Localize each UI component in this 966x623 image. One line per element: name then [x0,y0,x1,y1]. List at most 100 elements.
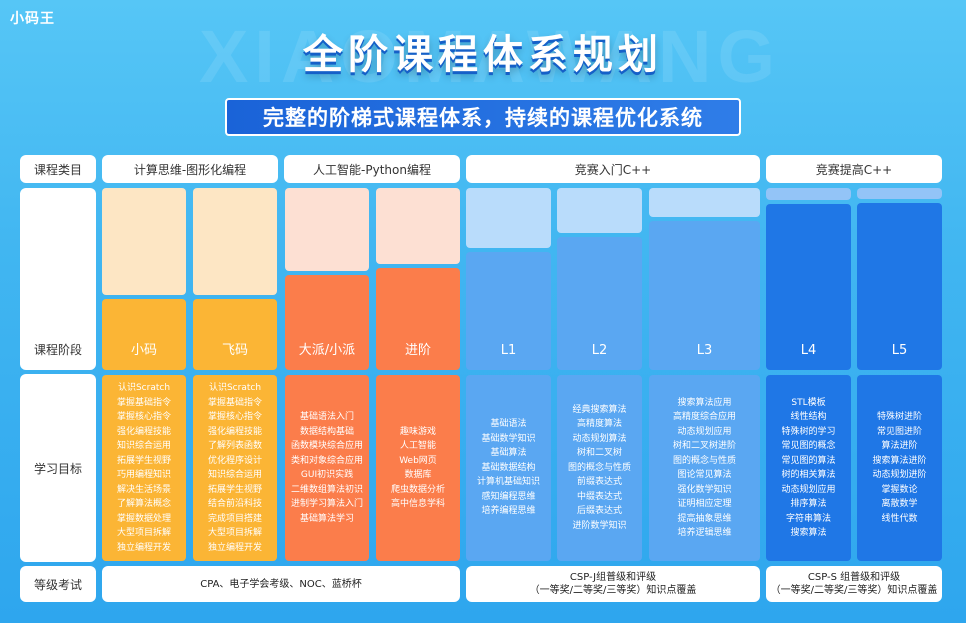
exam-csp-s: CSP-S 组普级和评级 （一等奖/二等奖/三等奖）知识点覆盖 [766,566,942,602]
goal-item: 动态规划应用 [781,484,836,495]
goal-item: 强化编程技能 [116,426,171,437]
goal-item: 基础算法 [490,448,527,459]
stage-level-block: 大派/小派 [285,275,369,370]
stage-name: L1 [500,343,517,358]
row-label-category: 课程类目 [20,155,96,183]
stage-track [376,188,460,264]
stage-level-block: L1 [466,252,551,370]
stage-goals: 经典搜索算法 高精度算法 动态规划算法 树和二叉树 图的概念与性质 前缀表达式 中缀表达式后… [557,375,642,561]
stage-track [102,188,186,295]
row-label-exam: 等级考试 [20,566,96,602]
goal-item: 知识综合运用 [116,441,171,451]
goal-item: 基础语法 [490,419,527,430]
goal-item: 感知编程思维 [481,491,536,502]
stage-goals: 趣味游戏 人工智能 Web网页 数据库 爬虫数据分析 高中信息学科 [376,375,460,561]
goal-item: 巧用编程知识 [116,470,171,480]
goal-item: 图的概念与性质 [672,455,736,466]
goal-item: Web网页 [399,455,437,466]
goal-item: 知识综合运用 [207,470,262,480]
category-header-graphical: 计算思维-图形化编程 [102,155,278,183]
goal-item: 离散数学 [881,499,918,509]
goal-item: 独立编程开发 [116,542,171,553]
goal-item: 培养编程思维 [481,506,536,517]
stage-goals: STL模板 线性结构 特殊树的学习 常见图的概念 常见图的算法 树的相关算法 动态规划应用排… [766,375,851,561]
goal-item: 掌握数论 [881,484,918,495]
stage-level-block: L3 [649,221,760,370]
goal-item: 数据结构基础 [299,426,354,437]
stage-track [857,188,942,199]
stage-goals: 基础语法 基础数学知识 基础算法 基础数据结构 计算机基础知识 感知编程思维 培养编程思维 [466,375,551,561]
page-subtitle: 完整的阶梯式课程体系，持续的课程优化系统 [225,98,741,136]
goal-item: 算法进阶 [881,441,918,451]
goal-item: 独立编程开发 [207,542,262,553]
exam-line: （一等奖/二等奖/三等奖）知识点覆盖 [529,585,697,596]
goal-item: 搜索算法进阶 [872,455,927,466]
stage-level-block: L4 [766,204,851,370]
goal-item: 认识Scratch [208,383,262,393]
goal-item: 图论常见算法 [677,470,732,480]
goal-item: 基础算法学习 [299,513,354,524]
goal-item: 常见图的算法 [781,455,836,466]
goal-item: 排序算法 [790,499,827,509]
stage-goals: 认识Scratch 掌握基础指令 掌握核心指令 强化编程技能 知识综合运用 拓展学生视野巧… [102,375,186,561]
goal-item: 常见图的概念 [781,441,836,451]
goal-item: 爬虫数据分析 [390,484,445,495]
stage-level-block: L5 [857,203,942,370]
goal-item: 计算机基础知识 [476,477,540,488]
goal-item: 提高抽象思维 [677,513,732,524]
goal-item: 完成项目搭建 [207,513,262,524]
stage-name: L5 [891,343,908,358]
goal-item: 进阶数学知识 [572,520,627,531]
exam-line: CSP-J组普级和评级 [569,572,657,583]
exam-line: CPA、电子学会考级、NOC、蓝桥杯 [200,578,362,590]
page-title: 全阶课程体系规划 [303,32,663,78]
goal-item: 特殊树进阶 [876,412,922,422]
row-label-stage-text: 课程阶段 [33,343,82,357]
stage-goals: 认识Scratch 掌握基础指令 掌握核心指令 强化编程技能 了解列表函数 优化程序设计知… [193,375,277,561]
goal-item: 树和二叉树进阶 [672,441,736,451]
goal-item: STL模板 [791,397,826,408]
stage-track [193,188,277,295]
goal-item: 基础数据结构 [481,462,536,473]
stage-track [766,188,851,200]
stage-track [466,188,551,248]
goal-item: 了解列表函数 [207,441,262,451]
brand-logo: 小码王 [10,11,55,27]
exam-line: CSP-S 组普级和评级 [807,572,901,583]
goal-item: 掌握基础指令 [207,397,262,408]
goal-item: 人工智能 [399,441,436,451]
goal-item: 字符串算法 [785,513,831,524]
goal-item: GUI初识实践 [300,470,354,480]
goal-item: 认识Scratch [117,383,171,393]
category-header-cpp-advanced: 竞赛提高C++ [766,155,942,183]
goal-item: 线性结构 [790,412,827,422]
goal-item: 高精度算法 [576,419,622,430]
goal-item: 拓展学生视野 [207,484,262,495]
stage-level-block: 小码 [102,299,186,370]
goal-item: 后缀表达式 [576,506,622,517]
goal-item: 常见图进阶 [876,426,922,437]
stage-goals: 特殊树进阶 常见图进阶 算法进阶 搜索算法进阶 动态规划进阶 掌握数论 离散数学 线性代数 [857,375,942,561]
goal-item: 二维数组算法初识 [290,484,363,495]
goal-item: 大型项目拆解 [116,528,171,538]
goal-item: 动态规划算法 [572,433,627,444]
stage-name: 小码 [130,343,157,358]
goal-item: 搜索算法 [790,528,827,538]
goal-item: 线性代数 [881,513,918,524]
goal-item: 拓展学生视野 [116,455,171,466]
goal-item: 前缀表达式 [576,477,622,488]
goal-item: 强化数学知识 [677,484,732,495]
stage-track [649,188,760,217]
goal-item: 解决生活场景 [116,484,171,495]
stage-track [557,188,642,233]
stage-name: 飞码 [221,343,248,358]
goal-item: 优化程序设计 [207,455,262,466]
goal-item: 证明相应定理 [677,499,732,509]
watermark-text: XIAOMAWANG [198,15,782,98]
goal-item: 基础语法入门 [299,412,354,422]
goal-item: 培养逻辑思维 [677,528,732,538]
stage-name: 大派/小派 [298,343,356,358]
goal-item: 进制学习算法入门 [290,499,363,509]
stage-level-block: 飞码 [193,299,277,370]
goal-item: 动态规划应用 [677,426,732,437]
